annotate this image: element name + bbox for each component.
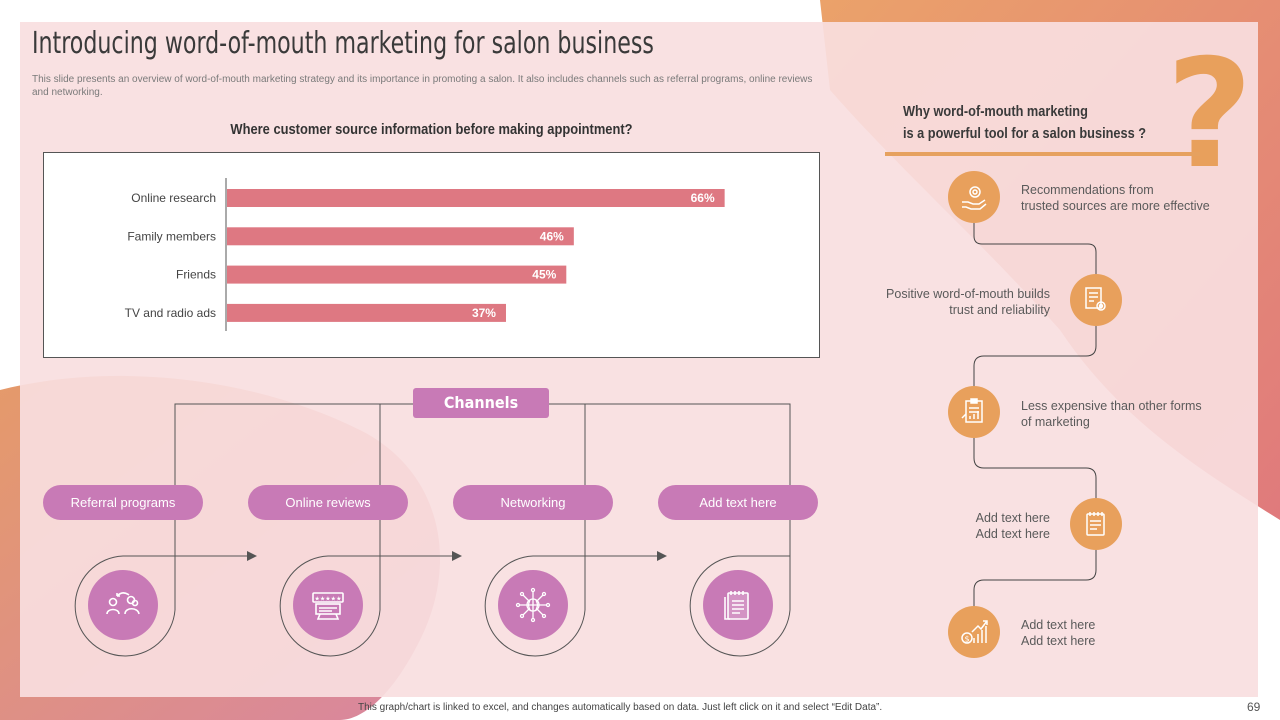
channel-add-text[interactable]: Add text here — [658, 485, 818, 520]
review-stars-icon: ★★★★★ — [293, 570, 363, 640]
bar[interactable] — [227, 189, 725, 207]
svg-text:★★★★★: ★★★★★ — [315, 596, 342, 603]
money-growth-icon: $ — [948, 606, 1000, 658]
why-point-1-line1: Recommendations from — [1021, 183, 1154, 197]
data-label: 46% — [540, 229, 564, 243]
why-point-1: Recommendations from trusted sources are… — [1021, 182, 1210, 214]
data-label: 45% — [532, 268, 556, 282]
why-point-5: Add text here Add text here — [1021, 617, 1095, 649]
channel-online-reviews[interactable]: Online reviews — [248, 485, 408, 520]
why-point-4-line1: Add text here — [975, 511, 1050, 525]
category-label: Family members — [127, 229, 216, 243]
why-point-3-line1: Less expensive than other forms — [1021, 399, 1202, 413]
channels-label: Channels — [413, 388, 549, 418]
why-point-3-line2: of marketing — [1021, 415, 1090, 429]
network-globe-icon — [498, 570, 568, 640]
document-gear-icon — [1070, 274, 1122, 326]
bar[interactable] — [227, 303, 506, 322]
data-label: 37% — [472, 306, 496, 320]
why-point-5-line1: Add text here — [1021, 618, 1096, 632]
category-label: Online research — [131, 191, 216, 205]
why-point-4-line2: Add text here — [975, 527, 1050, 541]
notes-icon — [1070, 498, 1122, 550]
bar-chart[interactable]: Online research 66% Family members 46% Frien… — [43, 152, 820, 358]
why-point-2-line2: trust and reliability — [949, 303, 1050, 317]
why-point-2-line1: Positive word-of-mouth builds — [886, 287, 1050, 301]
page-subtitle: This slide presents an overview of word-… — [32, 74, 813, 98]
clipboard-chart-icon — [948, 386, 1000, 438]
why-heading-line1: Why word-of-mouth marketing — [903, 103, 1088, 120]
why-point-3: Less expensive than other forms of marke… — [1021, 398, 1202, 430]
svg-text:$: $ — [964, 635, 969, 644]
people-exchange-icon — [88, 570, 158, 640]
bar-chart-svg: Online research 66% Family members 46% Frien… — [125, 178, 725, 331]
page-title: Introducing word-of-mouth marketing for … — [32, 26, 654, 61]
bar[interactable] — [227, 265, 567, 284]
why-point-2: Positive word-of-mouth builds trust and … — [860, 286, 1050, 318]
why-point-5-line2: Add text here — [1021, 634, 1096, 648]
footer-note: This graph/chart is linked to excel, and… — [358, 702, 883, 713]
category-label: TV and radio ads — [125, 306, 216, 320]
question-mark-graphic: ? — [1166, 28, 1254, 202]
why-heading-line2: is a powerful tool for a salon business … — [903, 125, 1147, 142]
hand-gear-icon — [948, 171, 1000, 223]
channel-referral-programs[interactable]: Referral programs — [43, 485, 203, 520]
data-label: 66% — [691, 191, 715, 205]
category-label: Friends — [176, 268, 216, 282]
why-heading: Why word-of-mouth marketing is a powerfu… — [903, 101, 1146, 145]
chart-title: Where customer source information before… — [230, 121, 633, 138]
notepad-icon — [703, 570, 773, 640]
page-number: 69 — [1247, 700, 1261, 714]
why-point-4: Add text here Add text here — [900, 510, 1050, 542]
why-point-1-line2: trusted sources are more effective — [1021, 199, 1210, 213]
channel-networking[interactable]: Networking — [453, 485, 613, 520]
why-underline — [885, 152, 1200, 156]
bar[interactable] — [227, 227, 574, 246]
